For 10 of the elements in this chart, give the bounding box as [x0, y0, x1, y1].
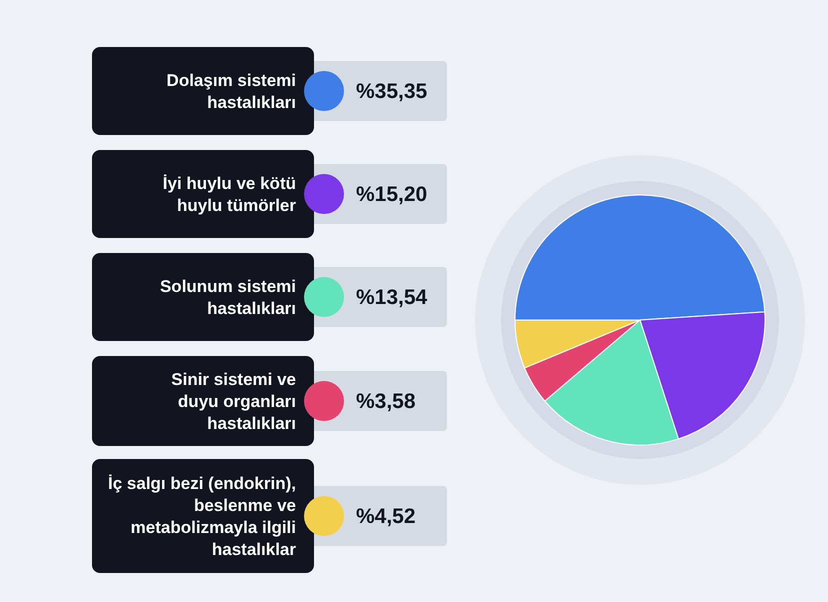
legend-label: Sinir sistemi ve duyu organları hastalıkları [171, 370, 296, 433]
data-label: %35,35 [356, 80, 428, 103]
data-label: %15,20 [356, 183, 428, 206]
legend-label: Solunum sistemi hastalıkları [160, 277, 296, 318]
data-label: %13,54 [356, 286, 428, 309]
legend-label: İyi huylu ve kötü huylu tümörler [162, 174, 296, 215]
data-label: %4,52 [356, 505, 416, 528]
legend-label: Dolaşım sistemi hastalıkları [166, 71, 296, 112]
data-label: %3,58 [356, 390, 416, 413]
legend-label: İç salgı bezi (endokrin), beslenme ve metabolizmayla ilgili hastalıklar [108, 474, 296, 559]
